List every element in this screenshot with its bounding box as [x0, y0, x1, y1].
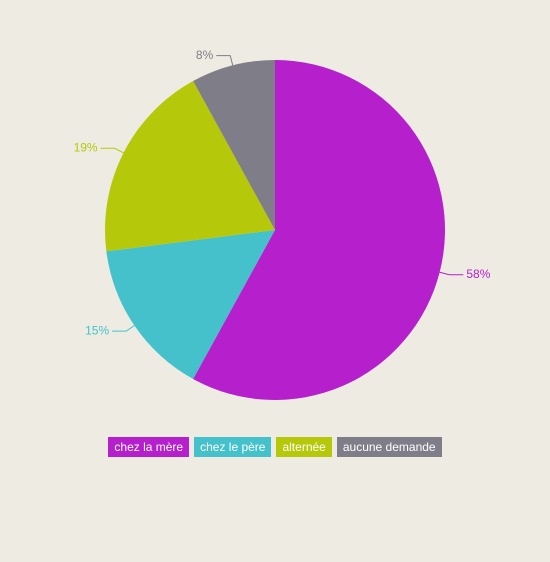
pie-slice — [105, 81, 276, 252]
legend-entry: chez la mère — [108, 437, 190, 457]
leader-line — [112, 325, 135, 332]
legend-entry: chez le père — [194, 437, 272, 457]
leader-line — [216, 55, 234, 66]
chart: 58% 15% 19% 8% — [74, 48, 491, 400]
pie-slice — [193, 60, 275, 230]
legend-entry: alternée — [276, 437, 332, 457]
data-label: 15% — [85, 323, 109, 337]
pie-slice — [106, 230, 275, 379]
data-label: 58% — [466, 267, 490, 281]
data-label: 8% — [196, 48, 214, 62]
data-label: 19% — [74, 140, 98, 154]
legend: chez la mère chez le père alternée aucune d… — [0, 437, 550, 457]
pie-slice — [193, 60, 446, 400]
legend-entry: aucune demande — [336, 437, 442, 457]
leader-line — [100, 147, 124, 154]
leader-line — [439, 271, 464, 276]
